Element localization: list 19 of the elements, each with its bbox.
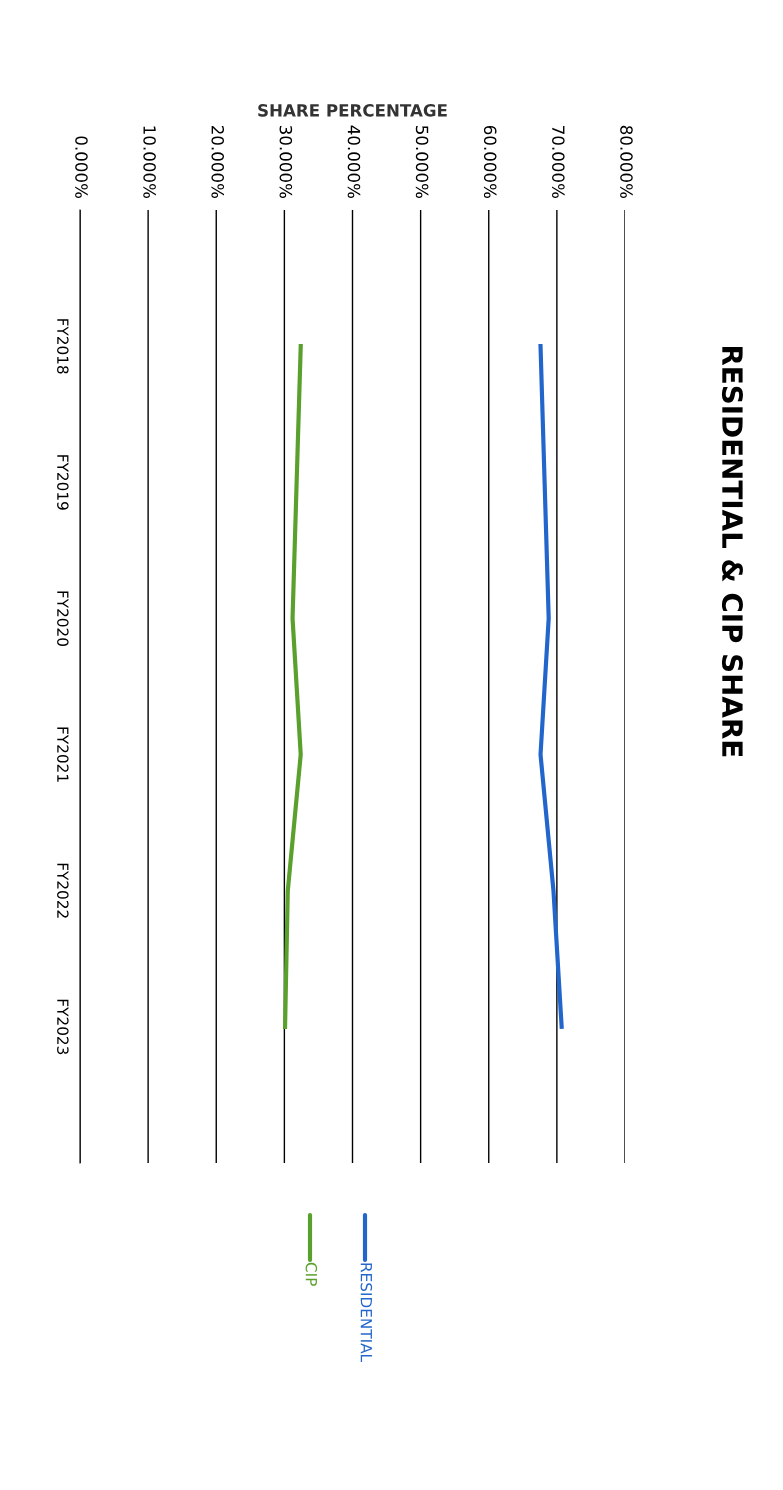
x-tick-label: 0.000%	[75, 136, 88, 198]
y-tick-label: FY2021	[57, 727, 69, 782]
x-tick-label: 80.000%	[620, 125, 633, 198]
x-axis-title: SHARE PERCENTAGE	[258, 104, 447, 117]
y-tick-label: FY2023	[57, 999, 69, 1055]
x-tick-label: 10.000%	[143, 126, 156, 198]
x-tick-label: 40.000%	[347, 125, 361, 198]
x-tick-label: 30.000%	[279, 126, 293, 198]
y-tick-label: FY2020	[57, 591, 69, 646]
x-tick-label: 50.000%	[415, 126, 429, 198]
x-tick-label: 70.000%	[552, 126, 565, 198]
text: CIP	[305, 1262, 318, 1286]
y-tick-label: FY2018	[57, 319, 69, 374]
y-tick-label: FY2022	[57, 863, 69, 918]
y-tick-label: FY2019	[57, 455, 69, 510]
x-tick-label: 20.000%	[211, 125, 225, 198]
text: RESIDENTIAL	[360, 1263, 373, 1363]
x-tick-label: 60.000%	[483, 125, 497, 198]
text: RESIDENTIAL & CIP SHARE	[721, 346, 743, 757]
